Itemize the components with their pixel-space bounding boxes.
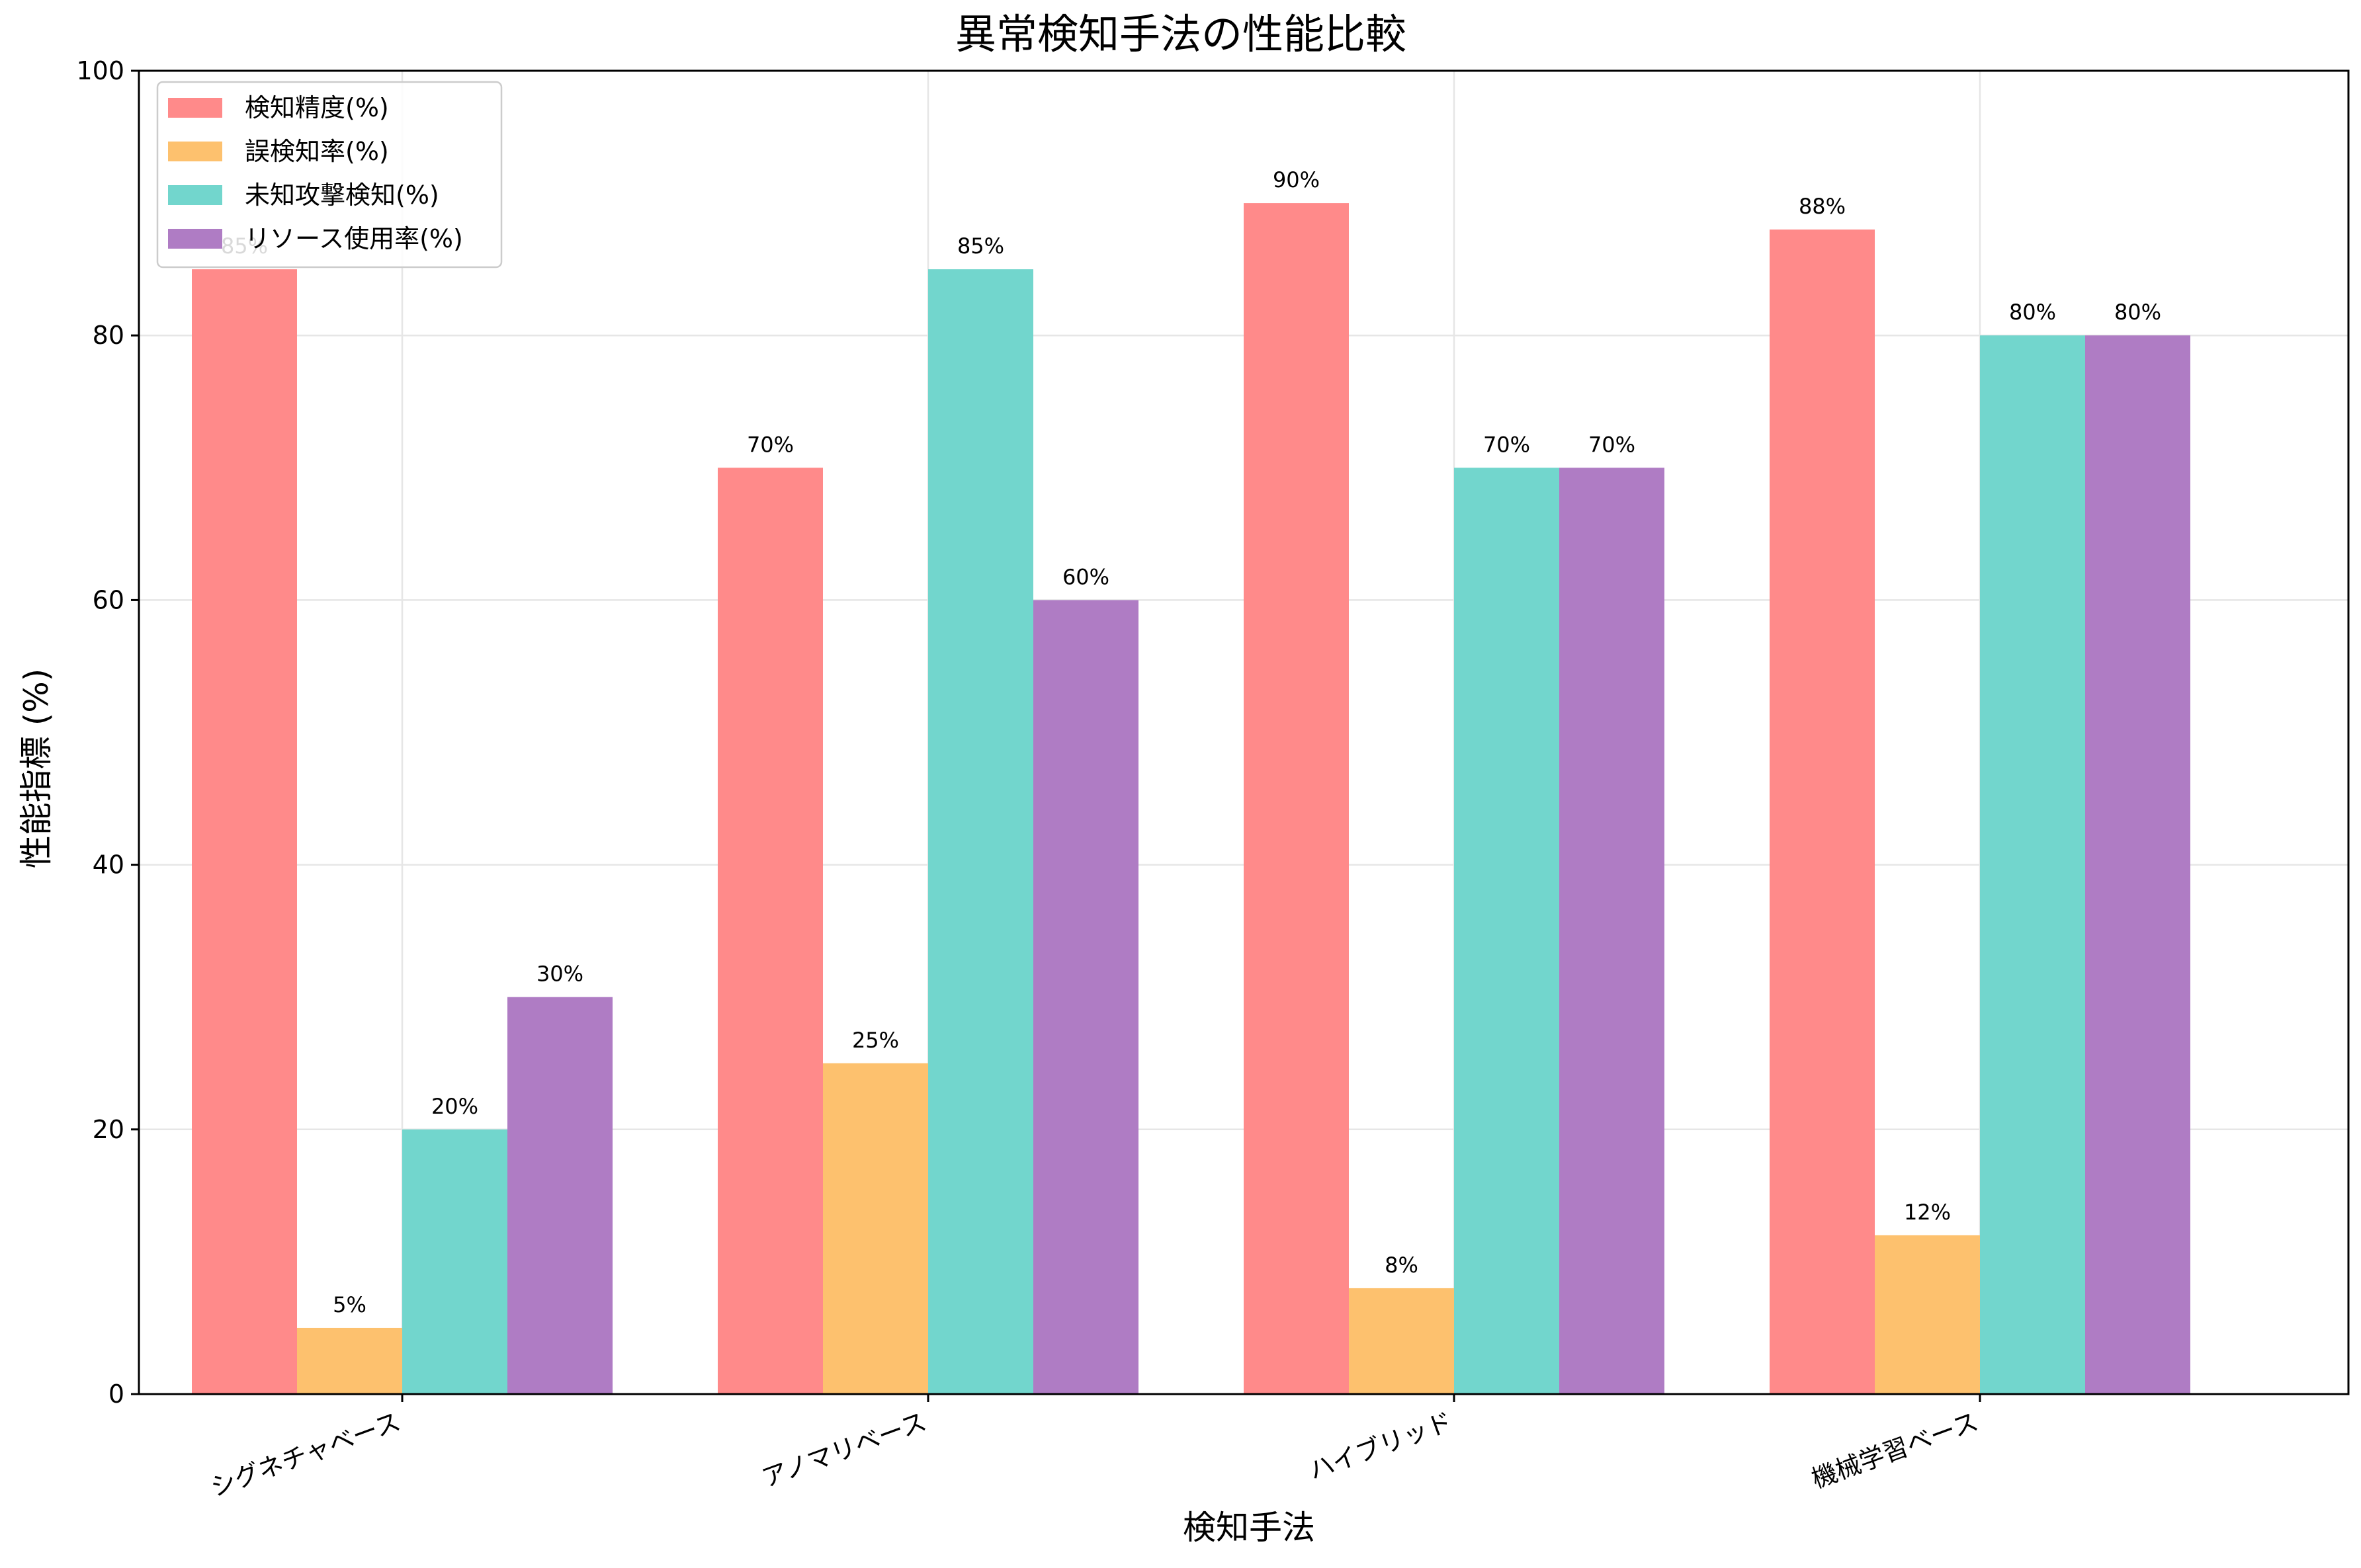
x-tick-label: シグネチャベース: [206, 1407, 404, 1503]
bar-value-label: 5%: [333, 1292, 366, 1317]
legend-entry: 検知精度(%): [245, 93, 389, 122]
x-tick-label: ハイブリッド: [1305, 1407, 1456, 1485]
bar: [402, 1129, 507, 1394]
y-axis-ticks: 0 20 40 60 80 100: [76, 56, 139, 1409]
bar: [1980, 335, 2085, 1395]
y-tick-label: 100: [76, 56, 124, 85]
legend-entry: リソース使用率(%): [245, 224, 463, 253]
bar: [928, 269, 1033, 1394]
bar: [1875, 1235, 1980, 1394]
y-tick-label: 20: [93, 1115, 124, 1144]
bar: [1770, 229, 1875, 1394]
bar-value-label: 80%: [2114, 300, 2161, 325]
y-tick-label: 80: [93, 321, 124, 350]
bar-value-label: 60%: [1062, 564, 1109, 589]
bar-value-label: 8%: [1385, 1253, 1418, 1278]
bar-value-label: 20%: [431, 1094, 478, 1119]
legend-box: [156, 81, 503, 268]
bar: [1033, 600, 1138, 1394]
bar-value-label: 88%: [1799, 194, 1846, 219]
bar-value-label: 70%: [1483, 432, 1530, 457]
legend-swatch: [168, 185, 222, 205]
legend-entry: 誤検知率(%): [245, 137, 389, 166]
x-tick-label: 機械学習ベース: [1808, 1407, 1982, 1494]
y-tick-label: 40: [93, 850, 124, 880]
bar-value-label: 30%: [537, 962, 583, 987]
legend-swatch: [168, 98, 222, 118]
bar: [823, 1063, 928, 1394]
bar: [507, 997, 613, 1394]
bar: [1454, 468, 1559, 1394]
x-tick-label: アノマリベース: [758, 1407, 930, 1493]
bar-value-label: 85%: [957, 233, 1004, 259]
bar: [2085, 335, 2190, 1395]
legend-swatch: [168, 142, 222, 161]
y-tick-label: 0: [108, 1380, 124, 1409]
bar: [718, 468, 823, 1394]
bar: [192, 269, 297, 1394]
plot-frame: [138, 69, 2350, 1395]
chart-title: 異常検知手法の性能比較: [955, 10, 1406, 58]
bar: [1349, 1288, 1454, 1394]
bar-value-label: 25%: [852, 1028, 899, 1053]
bar-value-label: 12%: [1904, 1200, 1951, 1225]
bar-value-label: 80%: [2009, 300, 2056, 325]
bar-value-label: 70%: [747, 432, 794, 457]
bar: [297, 1327, 402, 1394]
y-axis-label: 性能指標 (%): [17, 669, 56, 868]
legend-entry: 未知攻撃検知(%): [245, 181, 439, 210]
bar-value-label: 70%: [1588, 432, 1635, 457]
legend-swatch: [168, 229, 222, 249]
bar: [1244, 203, 1349, 1395]
x-axis-ticks: シグネチャベース アノマリベース ハイブリッド 機械学習ベース: [206, 1394, 1982, 1503]
x-axis-label: 検知手法: [1183, 1508, 1315, 1547]
bars: [192, 203, 2190, 1395]
legend: 検知精度(%) 誤検知率(%) 未知攻撃検知(%) リソース使用率(%): [156, 81, 503, 268]
bar-value-label: 90%: [1273, 167, 1320, 192]
y-tick-label: 60: [93, 585, 124, 614]
bar: [1559, 468, 1664, 1394]
